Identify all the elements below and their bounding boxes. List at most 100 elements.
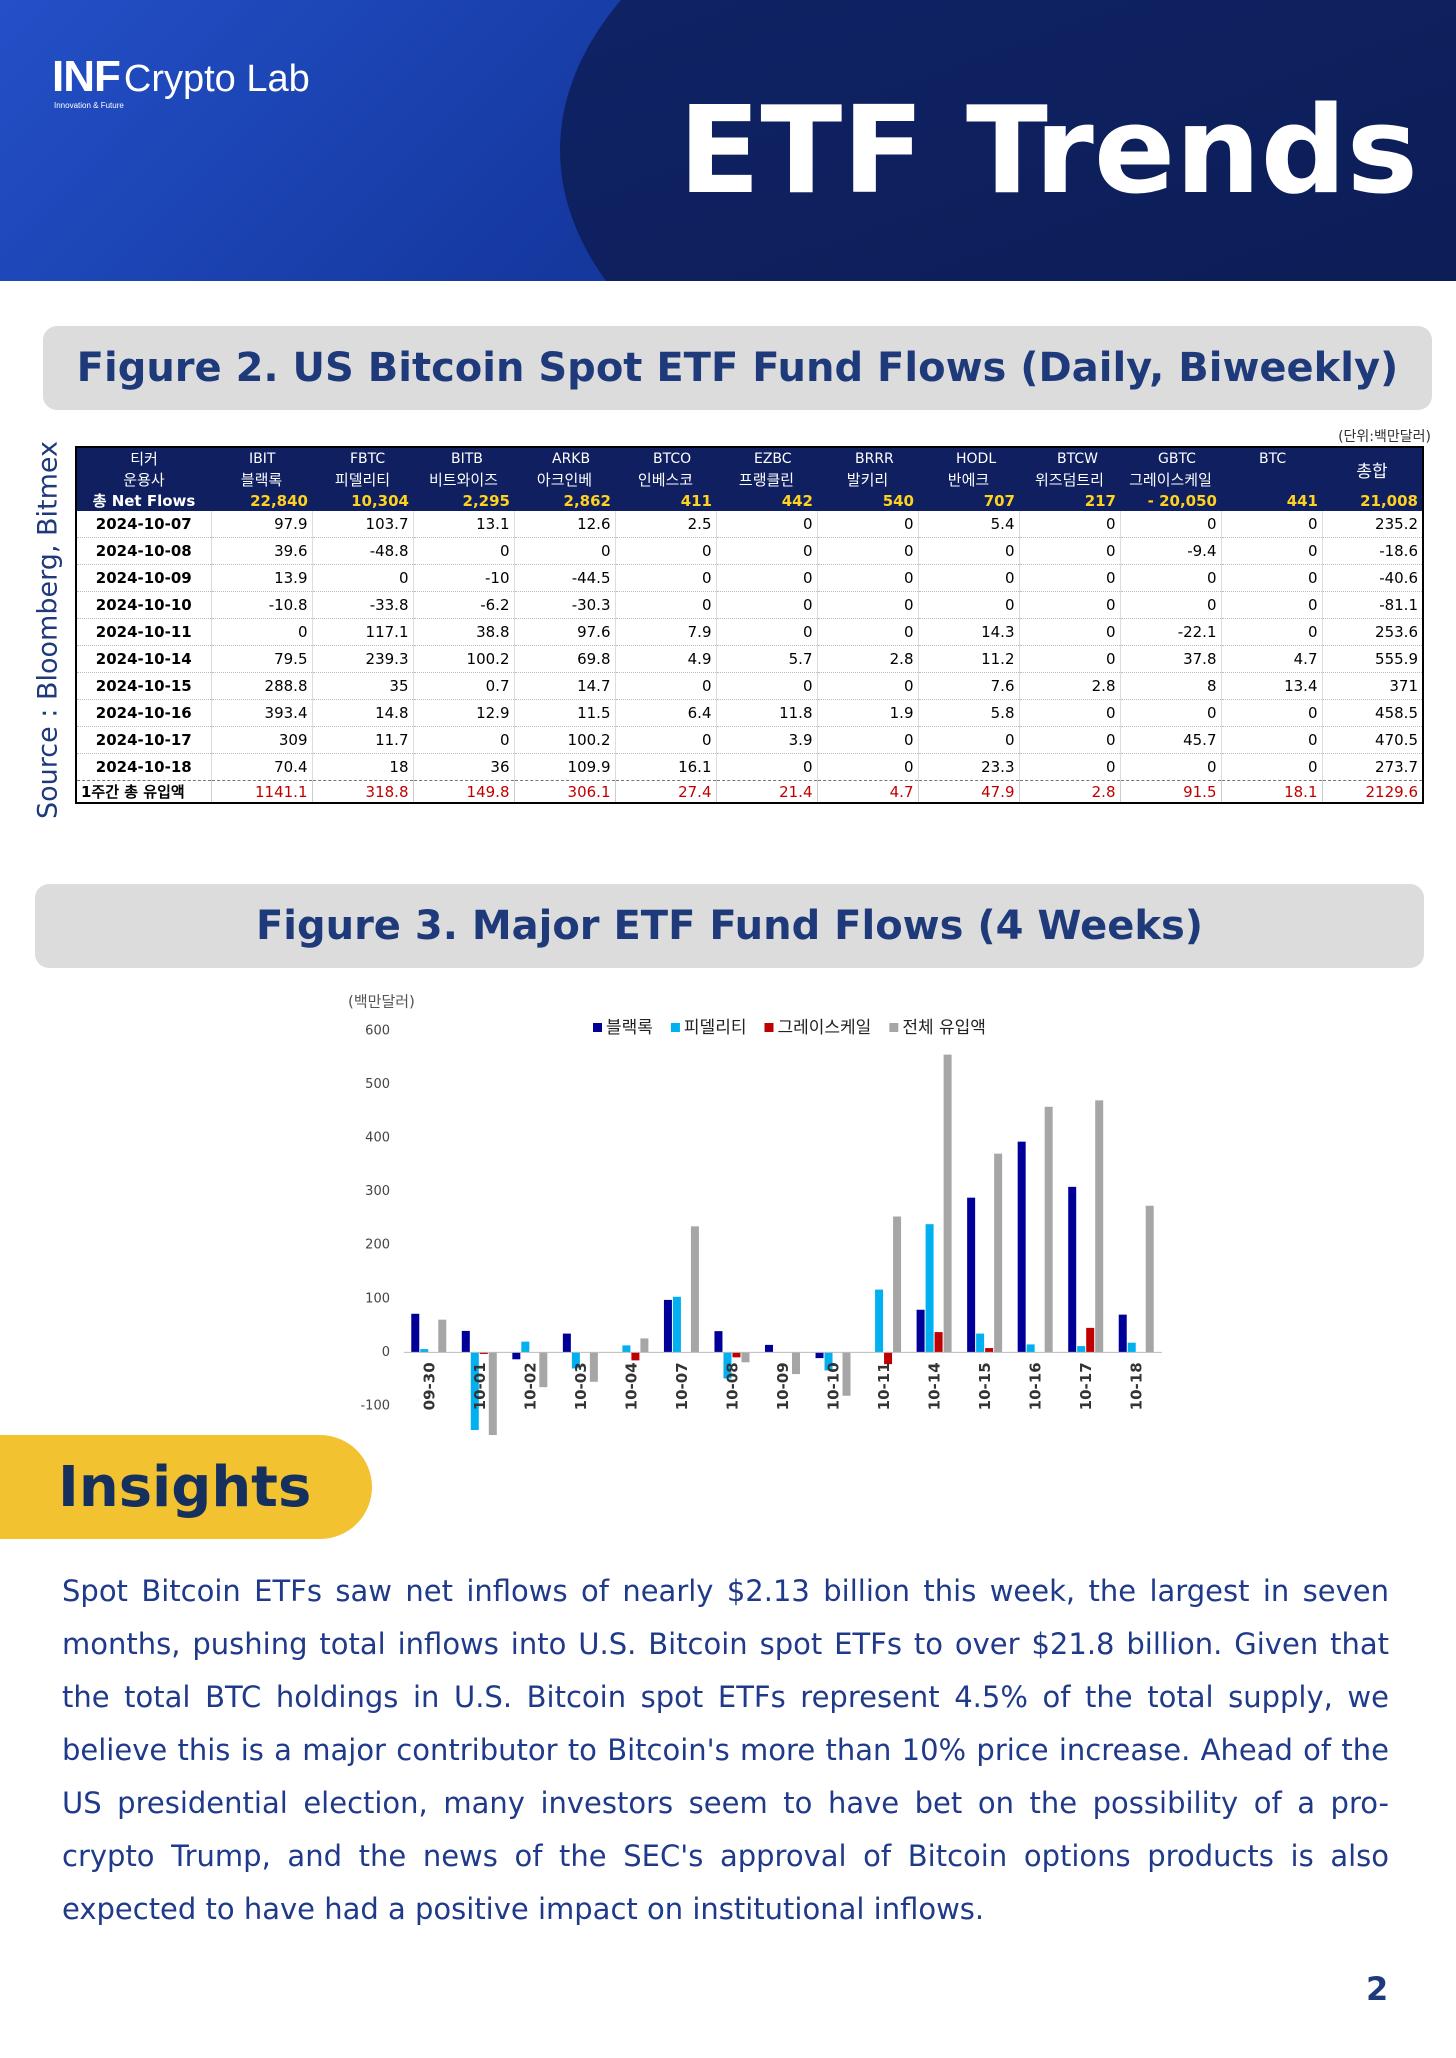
flow-value: 13.9 [211, 564, 313, 592]
flow-value: 0 [615, 564, 717, 592]
flow-value: 69.8 [514, 645, 616, 673]
flow-value: 12.9 [413, 699, 515, 727]
flow-value: 5.7 [716, 645, 818, 673]
bar [470, 1352, 479, 1430]
x-tick-label: 10-11 [875, 1362, 893, 1410]
table-row: 2024-10-10 -10.8 -33.8 -6.2 -30.3 0 0 0 0 0 0 0 -81.… [76, 591, 1424, 619]
flow-value: 0 [1019, 753, 1121, 781]
tagline: Innovation & Future [54, 101, 124, 110]
flow-value: 0 [716, 753, 818, 781]
flow-value: 13.1 [413, 511, 515, 538]
net-flow: 442 [716, 490, 817, 511]
flow-value: 0 [817, 564, 919, 592]
x-tick-label: 10-04 [622, 1362, 640, 1410]
flow-value: 0 [716, 564, 818, 592]
date: 2024-10-18 [76, 753, 212, 781]
flows-table: 티커 IBIT FBTC BITB ARKB BTCO EZBC BRRR HODL BTCW GB… [75, 446, 1424, 804]
flow-value: 97.9 [211, 511, 313, 538]
manager: 인베스코 [615, 469, 716, 490]
net-flow: 441 [1221, 490, 1322, 511]
x-tick-label: 10-07 [673, 1362, 691, 1410]
manager: 블랙록 [211, 469, 312, 490]
y-tick-label: 400 [365, 1131, 390, 1146]
flow-value: 555.9 [1322, 645, 1424, 673]
flow-value: 0 [716, 672, 818, 700]
flow-value: 100.2 [514, 726, 616, 754]
x-tick-label: 10-16 [1027, 1362, 1045, 1410]
bar [967, 1197, 976, 1353]
y-tick-label: 300 [365, 1184, 390, 1199]
bar [824, 1352, 833, 1371]
bar [539, 1352, 548, 1388]
flow-value: 0 [1221, 726, 1323, 754]
flow-value: 239.3 [312, 645, 414, 673]
bar [732, 1352, 741, 1358]
flow-value: 4.7 [1221, 645, 1323, 673]
flow-value: 0 [817, 672, 919, 700]
flow-value: 5.4 [918, 511, 1020, 538]
flow-value: 0 [817, 511, 919, 538]
weekly-total: 306.1 [514, 780, 616, 803]
table-row: 2024-10-18 70.4 18 36 109.9 16.1 0 0 23.3 0 0 0 273.… [76, 753, 1424, 781]
bar [631, 1352, 640, 1361]
bar [765, 1344, 773, 1353]
flow-value: 0 [716, 591, 818, 619]
legend-swatch [889, 1023, 899, 1032]
net-flow: - 20,050 [1120, 490, 1221, 511]
flow-value: 0 [615, 537, 717, 565]
table-row: 2024-10-16 393.4 14.8 12.9 11.5 6.4 11.8 1.9 5.8… [76, 699, 1424, 727]
header: INF Crypto Lab Innovation & Future ETF Tr… [0, 0, 1456, 281]
ticker: EZBC [716, 447, 817, 469]
bar [723, 1352, 732, 1379]
logo: INF Crypto Lab [52, 52, 310, 102]
bar [640, 1338, 649, 1353]
insights-text: Spot Bitcoin ETFs saw net inflows of nea… [62, 1574, 1389, 1926]
flow-value: 0 [1120, 753, 1222, 781]
flow-value: 235.2 [1322, 511, 1424, 538]
date: 2024-10-15 [76, 672, 212, 700]
y-tick-label: 600 [365, 1024, 390, 1039]
table-row: 2024-10-14 79.5 239.3 100.2 69.8 4.9 5.7 2.8 11.… [76, 645, 1424, 673]
x-tick-label: 10-17 [1077, 1362, 1095, 1410]
date: 2024-10-10 [76, 591, 212, 619]
bar [985, 1348, 994, 1353]
flow-value: 97.6 [514, 618, 616, 646]
flow-value: 103.7 [312, 511, 414, 538]
table-row: 2024-10-08 39.6 -48.8 0 0 0 0 0 0 0 -9.4 0 -18.6 [76, 537, 1424, 565]
bar [1068, 1186, 1077, 1353]
bar [562, 1333, 571, 1353]
flow-value: 70.4 [211, 753, 313, 781]
bar [438, 1319, 447, 1353]
net-flow: 21,008 [1322, 490, 1423, 511]
date: 2024-10-08 [76, 537, 212, 565]
flow-value: 470.5 [1322, 726, 1424, 754]
flow-value: 0 [1221, 591, 1323, 619]
table-row: 2024-10-17 309 11.7 0 100.2 0 3.9 0 0 0 45.7 0 470.5 [76, 726, 1424, 754]
flow-value: 11.8 [716, 699, 818, 727]
flow-value: 117.1 [312, 618, 414, 646]
manager: 발키리 [817, 469, 918, 490]
date: 2024-10-07 [76, 511, 212, 538]
flow-value: 100.2 [413, 645, 515, 673]
flow-value: -44.5 [514, 564, 616, 592]
flow-value: 0 [918, 537, 1020, 565]
bar [884, 1352, 893, 1365]
net-flow: 217 [1019, 490, 1120, 511]
flow-value: -6.2 [413, 591, 515, 619]
page-title: ETF Trends [678, 82, 1418, 221]
flow-value: 7.6 [918, 672, 1020, 700]
legend-swatch [593, 1023, 602, 1032]
bar [1118, 1314, 1127, 1353]
ticker: BRRR [817, 447, 918, 469]
manager: 반에크 [918, 469, 1019, 490]
bar [589, 1352, 598, 1382]
flow-value: 35 [312, 672, 414, 700]
flow-value: 393.4 [211, 699, 313, 727]
x-tick-label: 10-10 [825, 1362, 843, 1410]
logo-mark: INF [52, 52, 121, 101]
x-tick-label: 10-02 [521, 1362, 539, 1410]
manager: 프랭클린 [716, 469, 817, 490]
weekly-total: 18.1 [1221, 780, 1323, 803]
weekly-label: 1주간 총 유입액 [76, 780, 212, 803]
logo-name: Crypto Lab [123, 58, 310, 100]
